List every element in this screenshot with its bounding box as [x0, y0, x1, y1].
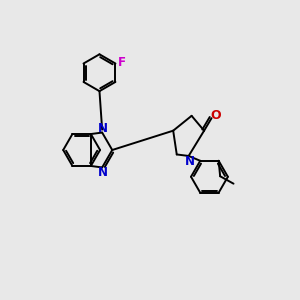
- Text: N: N: [185, 155, 195, 168]
- Text: N: N: [98, 166, 108, 179]
- Text: N: N: [98, 122, 108, 136]
- Text: F: F: [118, 56, 126, 68]
- Text: O: O: [210, 109, 221, 122]
